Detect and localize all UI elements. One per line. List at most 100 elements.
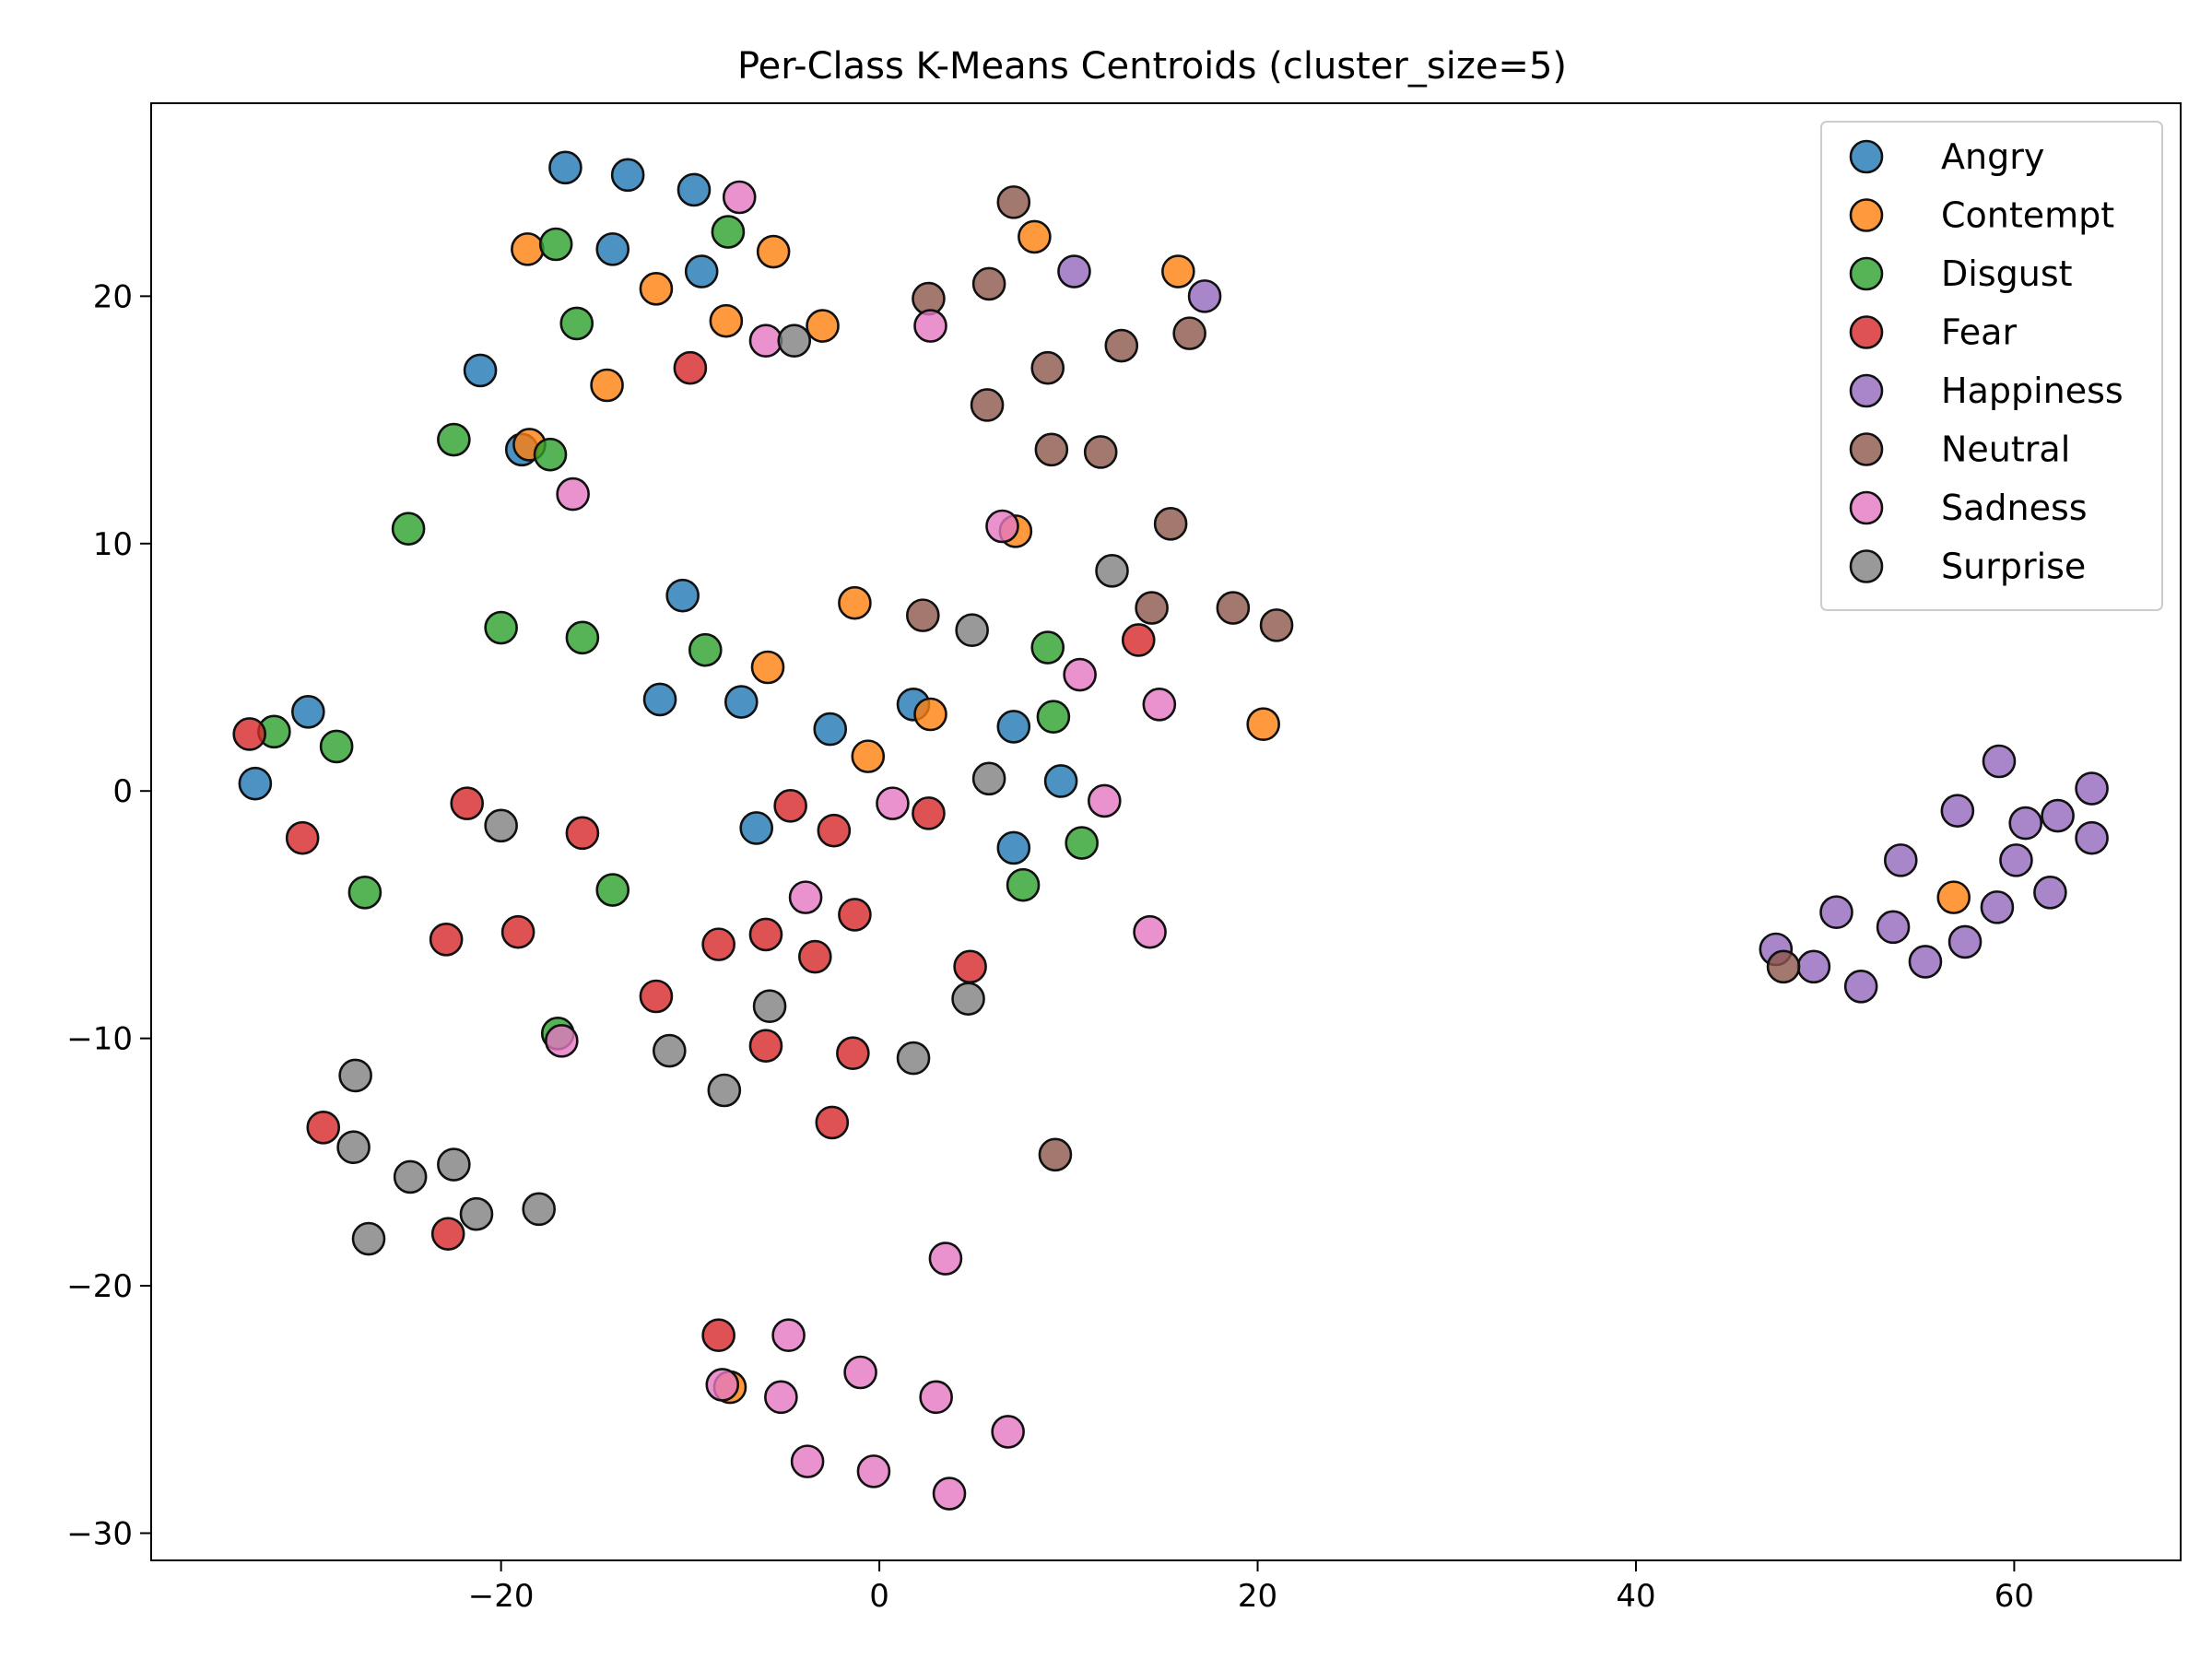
point-sadness bbox=[934, 1478, 965, 1510]
point-happiness bbox=[2034, 877, 2065, 908]
legend: Angry Contempt Disgust Fear Happiness Neutral… bbox=[1821, 122, 2162, 610]
point-fear bbox=[567, 818, 598, 849]
point-sadness bbox=[1065, 659, 1096, 690]
point-sadness bbox=[1144, 688, 1175, 720]
point-happiness bbox=[2042, 800, 2074, 831]
point-contempt bbox=[752, 652, 783, 683]
point-sadness bbox=[930, 1243, 961, 1275]
point-surprise bbox=[486, 810, 517, 841]
point-neutral bbox=[1174, 318, 1206, 349]
point-happiness bbox=[1189, 280, 1220, 312]
point-sadness bbox=[765, 1382, 796, 1413]
point-contempt bbox=[512, 233, 543, 265]
y-tick-label: −20 bbox=[66, 1268, 133, 1305]
point-surprise bbox=[338, 1132, 370, 1163]
point-neutral bbox=[907, 600, 938, 631]
point-angry bbox=[292, 696, 324, 727]
point-neutral bbox=[1106, 330, 1137, 361]
point-sadness bbox=[790, 882, 821, 913]
point-neutral bbox=[998, 186, 1030, 218]
point-neutral bbox=[1136, 593, 1168, 624]
point-surprise bbox=[957, 615, 988, 646]
point-angry bbox=[686, 256, 717, 288]
point-fear bbox=[502, 916, 534, 947]
legend-label-fear: Fear bbox=[1941, 312, 2017, 353]
point-neutral bbox=[1218, 593, 1249, 624]
point-sadness bbox=[986, 511, 1018, 542]
point-contempt bbox=[641, 273, 672, 304]
point-angry bbox=[998, 711, 1030, 742]
point-fear bbox=[750, 1030, 782, 1062]
point-happiness bbox=[1949, 926, 1981, 958]
point-happiness bbox=[1877, 912, 1909, 943]
point-fear bbox=[818, 815, 850, 846]
point-sadness bbox=[993, 1416, 1024, 1447]
legend-marker-sadness bbox=[1851, 492, 1882, 524]
point-sadness bbox=[845, 1357, 877, 1388]
point-angry bbox=[678, 174, 710, 206]
point-angry bbox=[815, 713, 846, 745]
point-contempt bbox=[915, 699, 947, 730]
point-contempt bbox=[1248, 709, 1279, 740]
x-tick-label: 0 bbox=[869, 1578, 889, 1615]
point-happiness bbox=[1821, 897, 1853, 928]
legend-marker-happiness bbox=[1851, 375, 1882, 406]
point-fear bbox=[912, 797, 944, 829]
point-disgust bbox=[535, 439, 566, 470]
point-sadness bbox=[858, 1455, 889, 1487]
point-happiness bbox=[1910, 946, 1941, 977]
point-disgust bbox=[540, 229, 571, 260]
legend-marker-disgust bbox=[1851, 258, 1882, 289]
point-disgust bbox=[349, 877, 381, 908]
point-contempt bbox=[1938, 882, 1970, 913]
point-disgust bbox=[321, 731, 352, 762]
legend-label-happiness: Happiness bbox=[1941, 371, 2124, 411]
x-tick-label: 40 bbox=[1616, 1578, 1655, 1615]
y-tick-label: −10 bbox=[66, 1021, 133, 1058]
point-disgust bbox=[1007, 869, 1039, 900]
point-angry bbox=[549, 152, 581, 183]
point-surprise bbox=[754, 991, 785, 1022]
point-surprise bbox=[524, 1194, 555, 1225]
point-surprise bbox=[394, 1161, 426, 1193]
point-surprise bbox=[973, 763, 1005, 794]
point-angry bbox=[1045, 765, 1077, 796]
point-surprise bbox=[953, 983, 984, 1015]
point-sadness bbox=[921, 1382, 952, 1413]
point-neutral bbox=[973, 268, 1005, 300]
point-neutral bbox=[1032, 352, 1064, 383]
point-disgust bbox=[1038, 701, 1069, 733]
chart-title: Per-Class K-Means Centroids (cluster_siz… bbox=[737, 45, 1567, 88]
point-fear bbox=[641, 981, 672, 1012]
point-fear bbox=[452, 788, 483, 819]
point-surprise bbox=[438, 1149, 469, 1181]
legend-marker-surprise bbox=[1851, 551, 1882, 582]
point-sadness bbox=[1088, 785, 1120, 817]
point-fear bbox=[955, 951, 986, 982]
point-contempt bbox=[758, 236, 789, 267]
point-fear bbox=[750, 919, 782, 950]
point-disgust bbox=[712, 217, 744, 248]
point-fear bbox=[234, 718, 265, 749]
point-angry bbox=[597, 233, 629, 265]
legend-marker-fear bbox=[1851, 317, 1882, 348]
point-neutral bbox=[1261, 609, 1292, 641]
point-disgust bbox=[561, 308, 593, 339]
point-surprise bbox=[1097, 555, 1128, 586]
point-surprise bbox=[709, 1075, 740, 1106]
point-happiness bbox=[2077, 822, 2108, 853]
point-fear bbox=[1123, 624, 1154, 655]
point-fear bbox=[675, 352, 706, 383]
x-tick-label: 20 bbox=[1238, 1578, 1277, 1615]
point-contempt bbox=[1018, 221, 1050, 253]
point-surprise bbox=[779, 325, 810, 357]
point-contempt bbox=[839, 587, 870, 618]
point-surprise bbox=[353, 1223, 384, 1254]
point-fear bbox=[432, 1218, 464, 1250]
point-neutral bbox=[1040, 1139, 1071, 1171]
point-angry bbox=[612, 159, 643, 191]
legend-label-neutral: Neutral bbox=[1941, 429, 2070, 470]
point-disgust bbox=[486, 612, 517, 643]
point-disgust bbox=[438, 424, 469, 455]
point-happiness bbox=[1982, 891, 2013, 923]
